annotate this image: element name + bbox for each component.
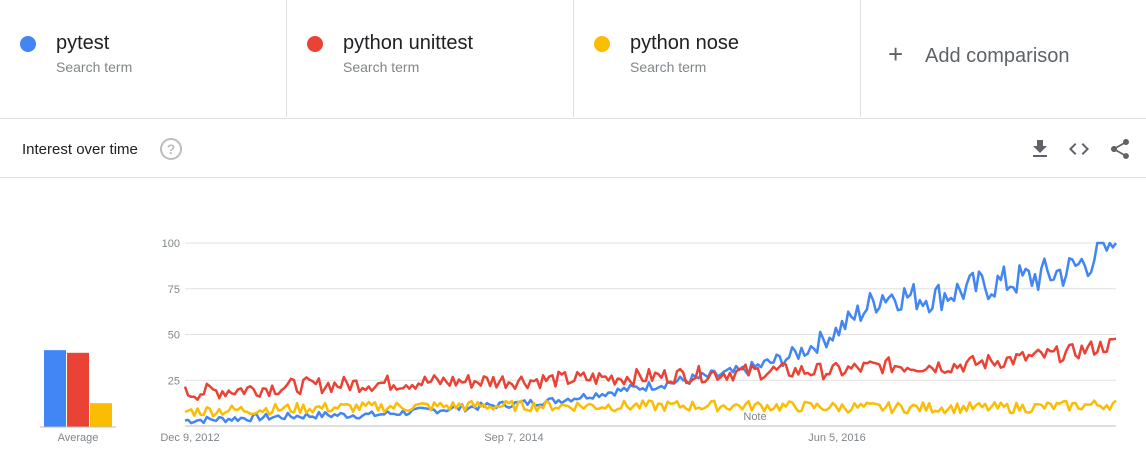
y-axis-ticks: 100 75 50 25	[162, 238, 180, 387]
share-icon[interactable]	[1108, 137, 1132, 161]
series-line-python-unittest[interactable]	[183, 337, 1117, 401]
series-color-dot	[20, 36, 36, 52]
term-python-unittest[interactable]: python unittest Search term	[287, 0, 574, 117]
series-line-pytest[interactable]	[184, 241, 1118, 425]
help-icon[interactable]: ?	[160, 138, 182, 160]
x-tick-label: Dec 9, 2012	[160, 432, 219, 444]
term-name[interactable]: python nose	[630, 32, 739, 54]
term-type: Search term	[630, 59, 707, 75]
term-name[interactable]: python unittest	[343, 32, 474, 54]
series-color-dot	[594, 36, 610, 52]
add-comparison-button[interactable]: + Add comparison	[862, 0, 1146, 117]
series-line-python-nose[interactable]	[184, 399, 1117, 418]
interest-over-time-chart: Average 100 75 50 25 Dec 9, 2012 Sep 7, 2014…	[40, 238, 1118, 444]
term-type: Search term	[343, 59, 420, 75]
note-label[interactable]: Note	[743, 411, 766, 423]
average-bar-python-nose[interactable]	[90, 403, 112, 427]
y-tick-label: 75	[168, 284, 180, 296]
average-label: Average	[58, 432, 99, 444]
embed-icon[interactable]	[1067, 137, 1091, 161]
chart-grid	[185, 242, 1116, 427]
term-name[interactable]: pytest	[56, 32, 110, 54]
average-bar-pytest[interactable]	[44, 350, 66, 427]
card-title: Interest over time	[22, 141, 138, 158]
download-icon[interactable]	[1028, 137, 1052, 161]
x-axis-ticks: Dec 9, 2012 Sep 7, 2014 Jun 5, 2016	[160, 432, 865, 444]
search-terms-bar: pytest Search term python unittest Searc…	[0, 0, 1146, 119]
y-tick-label: 100	[162, 238, 180, 250]
average-bar-python-unittest[interactable]	[67, 352, 89, 427]
term-pytest[interactable]: pytest Search term	[0, 0, 287, 117]
plus-icon: +	[888, 39, 904, 69]
term-type: Search term	[56, 59, 133, 75]
average-bars	[40, 350, 116, 428]
series-lines	[183, 241, 1118, 425]
x-tick-label: Sep 7, 2014	[484, 432, 543, 444]
x-tick-label: Jun 5, 2016	[808, 432, 866, 444]
term-python-nose[interactable]: python nose Search term	[574, 0, 861, 117]
y-tick-label: 25	[168, 375, 180, 387]
series-color-dot	[307, 36, 323, 52]
add-comparison-label[interactable]: Add comparison	[925, 45, 1070, 67]
card-header: Interest over time ?	[0, 119, 1146, 178]
y-tick-label: 50	[168, 330, 180, 342]
